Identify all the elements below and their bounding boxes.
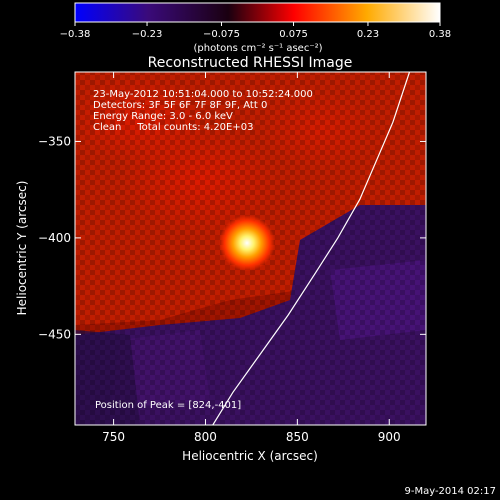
- solar-limb-curve: [212, 72, 411, 425]
- annotation-total-counts: Clean Total counts: 4.20E+03: [93, 122, 253, 133]
- colorbar-tick-label: 0.075: [279, 29, 308, 40]
- annotation-time-range: 23-May-2012 10:51:04.000 to 10:52:24.000: [93, 89, 313, 100]
- colorbar-ticks: −0.38 −0.23 −0.075 0.075 0.23 0.38: [60, 22, 451, 40]
- colorbar: [74, 2, 441, 23]
- annotation-detectors: Detectors: 3F 5F 6F 7F 8F 9F, Att 0: [93, 100, 267, 111]
- colorbar-tick-label: 0.38: [429, 29, 451, 40]
- x-axis-ticks: 750 800 850 900: [102, 72, 401, 444]
- x-tick-label: 900: [378, 430, 401, 444]
- y-axis-ticks: −350 −400 −450: [38, 134, 426, 341]
- x-tick-label: 750: [102, 430, 125, 444]
- colorbar-tick-label: −0.075: [203, 29, 240, 40]
- colorbar-tick-label: −0.38: [60, 29, 91, 40]
- timestamp: 9-May-2014 02:17: [404, 486, 496, 497]
- x-axis-label: Heliocentric X (arcsec): [182, 449, 318, 463]
- heatmap-image: [75, 72, 426, 425]
- y-tick-label: −350: [38, 134, 71, 148]
- annotation-energy-range: Energy Range: 3.0 - 6.0 keV: [93, 111, 233, 122]
- peak-position-label: Position of Peak = [824,-401]: [95, 400, 241, 411]
- peak-source: [219, 215, 275, 271]
- annotation-block: 23-May-2012 10:51:04.000 to 10:52:24.000…: [93, 89, 313, 133]
- colorbar-tick-label: −0.23: [132, 29, 163, 40]
- x-tick-label: 850: [286, 430, 309, 444]
- y-tick-label: −400: [38, 231, 71, 245]
- y-tick-label: −450: [38, 327, 71, 341]
- x-tick-label: 800: [194, 430, 217, 444]
- y-axis-label: Heliocentric Y (arcsec): [15, 181, 29, 316]
- colorbar-unit-label: (photons cm⁻² s⁻¹ asec⁻²): [193, 43, 322, 54]
- colorbar-tick-label: 0.23: [357, 29, 379, 40]
- plot-frame: [74, 71, 427, 426]
- chart-title: Reconstructed RHESSI Image: [148, 55, 353, 71]
